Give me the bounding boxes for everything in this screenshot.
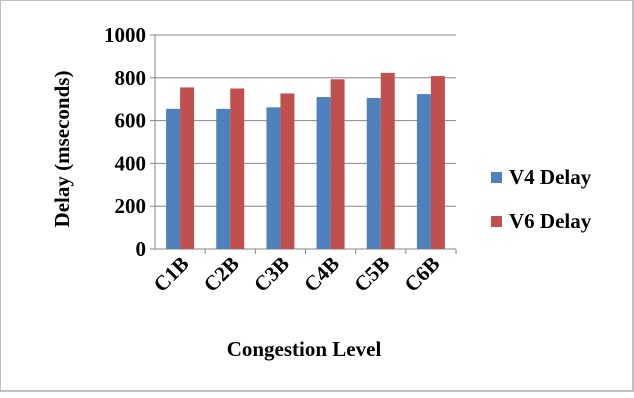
bars [166, 72, 445, 250]
bar-v6-delay-c6b [430, 76, 445, 249]
bar-v4-delay-c5b [366, 97, 381, 249]
legend-swatch [491, 216, 502, 227]
y-tick-label: 0 [136, 237, 147, 261]
y-tick-label: 400 [115, 151, 147, 175]
y-tick-label: 200 [115, 194, 147, 218]
bar-v6-delay-c1b [180, 87, 195, 250]
bar-v4-delay-c1b [166, 108, 181, 249]
y-axis-title: Delay (mseconds) [50, 71, 74, 228]
x-tick-label: C1B [149, 252, 194, 297]
x-tick-labels: C1B C2B C3B C4B C5B C6B [149, 252, 445, 297]
bar-v4-delay-c3b [266, 107, 281, 249]
y-tick-labels: 0 200 400 600 800 1000 [104, 23, 146, 261]
axes [150, 34, 457, 254]
bar-v6-delay-c5b [380, 72, 395, 250]
x-tick-label: C5B [349, 252, 394, 297]
legend-swatch [491, 172, 502, 183]
bar-v6-delay-c2b [230, 88, 245, 249]
x-tick-label: C4B [299, 252, 344, 297]
y-tick-label: 800 [115, 66, 147, 90]
y-tick-label: 600 [115, 109, 147, 133]
x-tick-label: C2B [199, 252, 244, 297]
legend: V4 Delay V6 Delay [491, 165, 592, 233]
legend-label: V6 Delay [509, 209, 592, 233]
x-axis-title: Congestion Level [227, 337, 382, 361]
bar-v4-delay-c4b [316, 97, 331, 249]
gridlines [155, 34, 456, 207]
y-tick-label: 1000 [104, 23, 146, 47]
x-tick-label: C6B [399, 252, 444, 297]
bar-v6-delay-c4b [330, 79, 345, 249]
legend-label: V4 Delay [509, 165, 592, 189]
bar-v4-delay-c6b [416, 94, 431, 250]
bar-v4-delay-c2b [216, 108, 231, 249]
bar-v6-delay-c3b [280, 93, 295, 249]
x-tick-label: C3B [249, 252, 294, 297]
